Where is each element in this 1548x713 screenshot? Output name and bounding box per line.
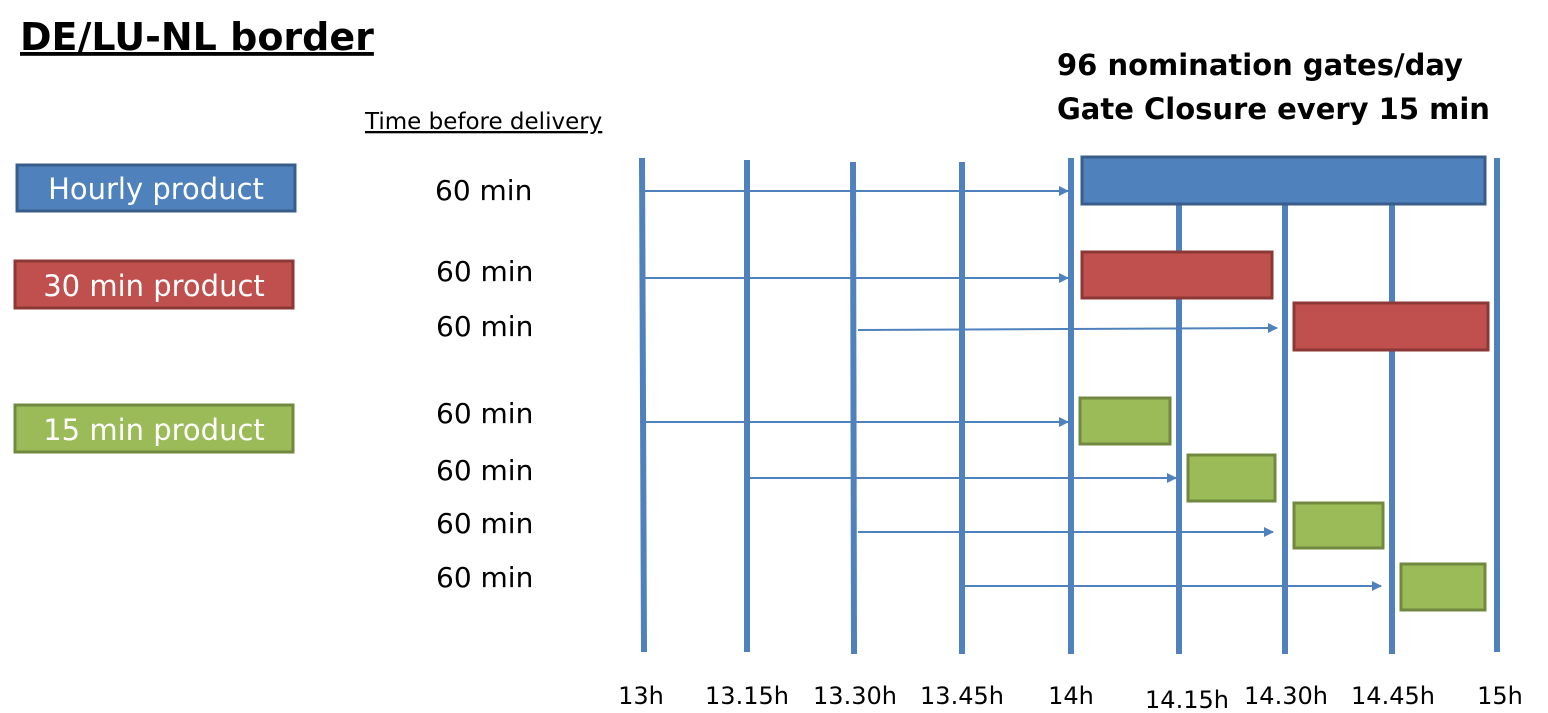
legend-label: 30 min product <box>43 269 265 303</box>
quarter-bar <box>1078 396 1172 446</box>
title: DE/LU-NL border <box>20 15 374 59</box>
time-label: 14h <box>1048 682 1094 710</box>
quarter-bar <box>1292 501 1385 550</box>
header-line: 96 nomination gates/day <box>1057 48 1463 82</box>
lead-time: 60 min <box>436 310 533 343</box>
half-hour-bar <box>1292 301 1490 352</box>
time-label: 14.30h <box>1244 682 1328 710</box>
time-label: 15h <box>1477 682 1523 710</box>
time-label: 13.45h <box>920 682 1004 710</box>
lead-time: 60 min <box>436 507 533 540</box>
legend-box <box>15 163 297 213</box>
time-line <box>850 161 857 655</box>
legend-label: Hourly product <box>48 172 264 206</box>
time-label: 14.15h <box>1145 686 1229 713</box>
lead-time: 60 min <box>436 255 533 288</box>
time-label: 13.30h <box>813 682 897 710</box>
arrow <box>857 323 1278 334</box>
time-label: 14.45h <box>1351 682 1435 710</box>
lead-time: 60 min <box>435 174 532 207</box>
legend-box <box>13 403 295 454</box>
column-label: Time before delivery <box>364 109 602 135</box>
legend-label: 15 min product <box>43 413 265 447</box>
quarter-bar <box>1399 562 1487 612</box>
time-line <box>639 157 647 653</box>
header-line: Gate Closure every 15 min <box>1057 92 1490 126</box>
hourly-bar <box>1080 155 1487 206</box>
lead-time: 60 min <box>436 561 533 594</box>
time-label: 13h <box>618 682 664 710</box>
lead-time: 60 min <box>436 454 533 487</box>
time-label: 13.15h <box>705 682 789 710</box>
quarter-bar <box>1186 453 1277 503</box>
lead-time: 60 min <box>436 397 533 430</box>
half-hour-bar <box>1080 250 1274 300</box>
legend-box <box>13 259 295 310</box>
